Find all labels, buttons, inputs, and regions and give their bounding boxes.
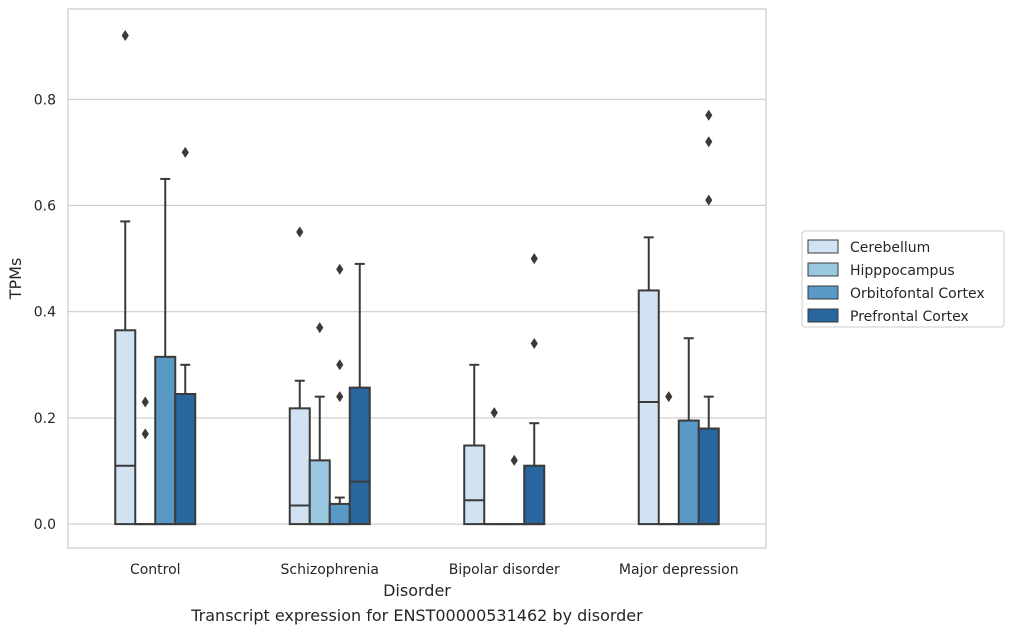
box-orbitofontal-cortex bbox=[154, 177, 177, 526]
box-body bbox=[523, 464, 546, 526]
outlier-point bbox=[530, 338, 538, 350]
outlier-point bbox=[530, 253, 538, 265]
legend-label: Cerebellum bbox=[850, 240, 930, 256]
x-axis-ticks: Control Schizophrenia Bipolar disorder Majo… bbox=[130, 562, 739, 578]
outlier-point bbox=[121, 30, 129, 42]
box-body bbox=[328, 502, 351, 526]
outlier-point bbox=[336, 263, 344, 275]
box-body bbox=[463, 444, 486, 526]
y-axis-label: TPMs bbox=[6, 258, 25, 301]
x-tick-label: Major depression bbox=[619, 562, 739, 578]
box-prefrontal-cortex bbox=[523, 253, 546, 526]
box-prefrontal-cortex bbox=[348, 262, 371, 526]
box-body bbox=[288, 407, 311, 526]
outlier-point bbox=[665, 391, 673, 403]
legend-label: Hipppocampus bbox=[850, 263, 955, 279]
legend-swatch bbox=[807, 262, 839, 277]
box-body bbox=[174, 393, 197, 526]
outlier-point bbox=[316, 322, 324, 334]
outlier-point bbox=[296, 226, 304, 238]
box-hipppocampus bbox=[134, 396, 157, 526]
box-body bbox=[348, 386, 371, 526]
box-orbitofontal-cortex bbox=[503, 454, 526, 526]
box-body bbox=[308, 459, 331, 526]
plot-area-frame bbox=[67, 8, 767, 549]
y-tick-label: 0.8 bbox=[34, 92, 56, 108]
y-tick-label: 0.6 bbox=[34, 198, 56, 214]
y-tick-label: 0.0 bbox=[34, 517, 56, 533]
legend-swatch bbox=[807, 239, 839, 254]
box-orbitofontal-cortex bbox=[677, 337, 700, 526]
outlier-point bbox=[510, 454, 518, 466]
legend-swatch bbox=[807, 285, 839, 300]
box-cerebellum bbox=[637, 236, 660, 526]
legend-frame bbox=[801, 230, 1005, 328]
legend-label: Orbitofontal Cortex bbox=[850, 286, 985, 302]
outlier-point bbox=[705, 136, 713, 148]
box-body bbox=[114, 329, 137, 526]
box-hipppocampus bbox=[657, 391, 680, 526]
box-body bbox=[154, 355, 177, 526]
y-tick-label: 0.2 bbox=[34, 411, 56, 427]
legend: Cerebellum Hipppocampus Orbitofontal Corte… bbox=[801, 230, 1005, 328]
outlier-point bbox=[181, 146, 189, 158]
outlier-point bbox=[705, 194, 713, 206]
legend-swatch bbox=[807, 308, 839, 323]
box-orbitofontal-cortex bbox=[328, 263, 351, 526]
box-prefrontal-cortex bbox=[697, 109, 720, 526]
outlier-point bbox=[490, 407, 498, 419]
box-body bbox=[697, 427, 720, 526]
boxes bbox=[114, 30, 720, 526]
x-tick-label: Control bbox=[130, 562, 181, 578]
box-body bbox=[637, 289, 660, 526]
box-cerebellum bbox=[114, 30, 137, 526]
legend-label: Prefrontal Cortex bbox=[850, 309, 969, 325]
outlier-point bbox=[141, 428, 149, 440]
x-tick-label: Bipolar disorder bbox=[449, 562, 560, 578]
box-prefrontal-cortex bbox=[174, 146, 197, 526]
x-tick-label: Schizophrenia bbox=[281, 562, 379, 578]
x-axis-label: Disorder bbox=[383, 581, 451, 600]
box-hipppocampus bbox=[483, 407, 506, 526]
outlier-point bbox=[705, 109, 713, 121]
box-cerebellum bbox=[288, 226, 311, 526]
box-hipppocampus bbox=[308, 322, 331, 526]
chart-caption: Transcript expression for ENST0000053146… bbox=[191, 606, 643, 625]
box-body bbox=[677, 419, 700, 526]
outlier-point bbox=[336, 391, 344, 403]
box-cerebellum bbox=[463, 363, 486, 526]
y-tick-label: 0.4 bbox=[34, 305, 56, 321]
outlier-point bbox=[141, 396, 149, 408]
outlier-point bbox=[336, 359, 344, 371]
y-axis-ticks: 0.0 0.2 0.4 0.6 0.8 bbox=[34, 92, 56, 533]
